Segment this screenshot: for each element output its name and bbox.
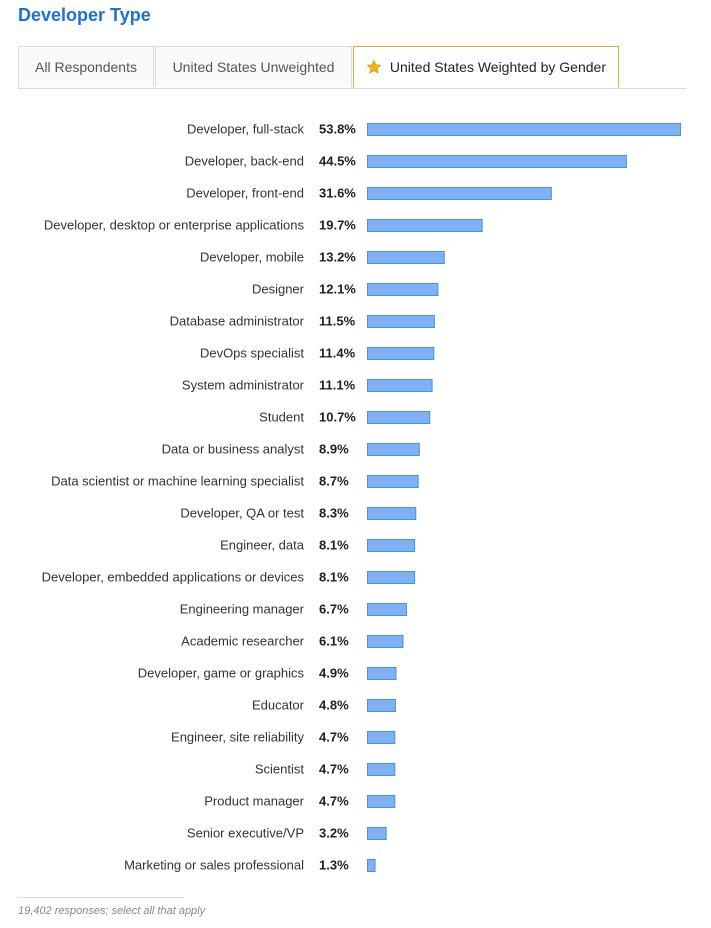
value-label: 4.9%	[319, 666, 349, 681]
category-label: Product manager	[204, 794, 304, 809]
tab-united-states-unweighted[interactable]: United States Unweighted	[155, 46, 352, 87]
bar	[367, 123, 681, 136]
bar	[367, 571, 416, 584]
star-icon	[366, 59, 382, 74]
bar	[367, 795, 396, 808]
category-label: Academic researcher	[181, 634, 304, 649]
value-label: 8.9%	[319, 442, 349, 457]
bar	[367, 507, 417, 520]
bar	[367, 315, 435, 328]
category-label: Developer, full-stack	[187, 122, 305, 137]
bar	[367, 283, 439, 296]
category-label: Database administrator	[170, 314, 305, 329]
category-label: Engineer, data	[220, 538, 305, 553]
category-label: Student	[259, 410, 304, 425]
category-label: Developer, desktop or enterprise applica…	[44, 218, 305, 233]
bar	[367, 763, 396, 776]
tab-label: All Respondents	[35, 59, 137, 75]
tab-label: United States Weighted by Gender	[389, 59, 606, 75]
value-label: 6.7%	[319, 602, 349, 617]
value-label: 8.3%	[319, 506, 349, 521]
value-label: 1.3%	[319, 858, 349, 873]
value-label: 4.8%	[319, 698, 349, 713]
tab-bar: All Respondents United States Unweighted…	[18, 46, 686, 89]
bar	[367, 635, 404, 648]
category-label: Designer	[252, 282, 305, 297]
category-label: Marketing or sales professional	[124, 858, 304, 873]
chart-title: Developer Type	[18, 5, 151, 25]
value-label: 6.1%	[319, 634, 349, 649]
bar	[367, 859, 376, 872]
value-label: 8.1%	[319, 570, 349, 585]
value-label: 11.5%	[319, 314, 356, 329]
category-label: Developer, QA or test	[180, 506, 304, 521]
category-label: Data or business analyst	[162, 442, 305, 457]
value-label: 8.1%	[319, 538, 349, 553]
value-label: 4.7%	[319, 730, 349, 745]
category-label: Developer, back-end	[185, 154, 304, 169]
value-label: 4.7%	[319, 794, 349, 809]
tab-all-respondents[interactable]: All Respondents	[18, 46, 154, 87]
category-label: Engineering manager	[180, 602, 305, 617]
category-label: Developer, front-end	[186, 186, 304, 201]
category-label: Developer, embedded applications or devi…	[42, 570, 305, 585]
developer-type-bar-chart: Developer, full-stack 53.8% Developer, bac…	[42, 122, 681, 873]
category-label: Educator	[252, 698, 305, 713]
category-label: DevOps specialist	[200, 346, 304, 361]
bar	[367, 251, 445, 264]
bar	[367, 731, 396, 744]
category-label: Senior executive/VP	[187, 826, 304, 841]
category-label: Engineer, site reliability	[171, 730, 304, 745]
value-label: 13.2%	[319, 250, 356, 265]
value-label: 53.8%	[319, 122, 356, 137]
value-label: 31.6%	[319, 186, 356, 201]
bar	[367, 411, 431, 424]
bar	[367, 475, 419, 488]
bar	[367, 539, 416, 552]
bar	[367, 667, 397, 680]
value-label: 11.4%	[319, 346, 356, 361]
value-label: 19.7%	[319, 218, 356, 233]
category-label: Developer, mobile	[200, 250, 304, 265]
value-label: 4.7%	[319, 762, 349, 777]
bar	[367, 187, 552, 200]
value-label: 8.7%	[319, 474, 349, 489]
bar	[367, 155, 627, 168]
category-label: System administrator	[182, 378, 305, 393]
bar	[367, 219, 483, 232]
value-label: 3.2%	[319, 826, 349, 841]
category-label: Scientist	[255, 762, 305, 777]
category-label: Developer, game or graphics	[138, 666, 305, 681]
value-label: 10.7%	[319, 410, 356, 425]
bar	[367, 347, 435, 360]
bar	[367, 699, 396, 712]
category-label: Data scientist or machine learning speci…	[51, 474, 304, 489]
bar	[367, 443, 420, 456]
bar	[367, 603, 407, 616]
value-label: 12.1%	[319, 282, 356, 297]
value-label: 44.5%	[319, 154, 356, 169]
response-count-note: 19,402 responses; select all that apply	[18, 905, 206, 917]
bar	[367, 827, 387, 840]
tab-label: United States Unweighted	[172, 59, 335, 75]
footer-divider	[18, 897, 184, 898]
tab-united-states-weighted-by-gender[interactable]: United States Weighted by Gender	[353, 46, 619, 88]
value-label: 11.1%	[319, 378, 356, 393]
bar	[367, 379, 433, 392]
